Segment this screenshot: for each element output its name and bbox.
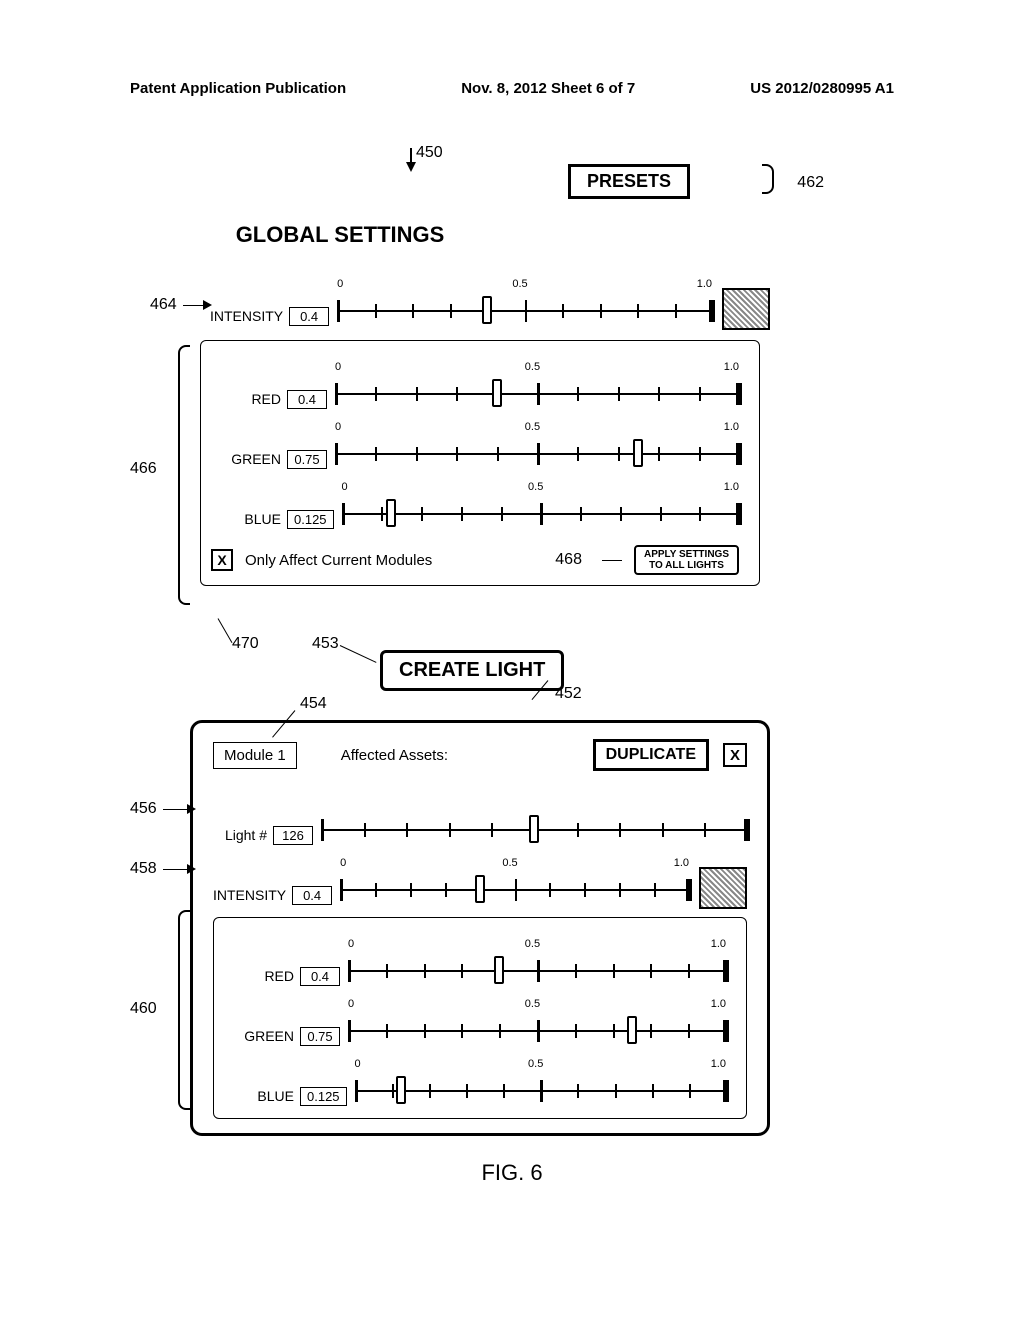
module-close-button[interactable]: X bbox=[723, 743, 747, 767]
lightnum-label: Light # bbox=[213, 827, 267, 847]
module-green-label: GREEN bbox=[224, 1028, 294, 1048]
page-header: Patent Application Publication Nov. 8, 2… bbox=[0, 80, 1024, 97]
global-green-row: GREEN 0.75 00.51.0 bbox=[211, 411, 739, 471]
global-intensity-row: INTENSITY 0.4 00.51.0 bbox=[210, 268, 770, 328]
lightnum-slider[interactable] bbox=[321, 811, 747, 847]
module-blue-slider[interactable]: 00.51.0 bbox=[355, 1072, 726, 1108]
module-red-label: RED bbox=[224, 968, 294, 988]
ref-466: 466 bbox=[130, 460, 157, 478]
global-blue-slider[interactable]: 00.51.0 bbox=[342, 495, 739, 531]
lightnum-value[interactable]: 126 bbox=[273, 826, 313, 845]
global-intensity-slider[interactable]: 00.51.0 bbox=[337, 292, 712, 328]
global-intensity-swatch bbox=[722, 288, 770, 330]
ref-464: 464 bbox=[150, 296, 212, 314]
ref-456: 456 bbox=[130, 800, 196, 818]
module-intensity-value[interactable]: 0.4 bbox=[292, 886, 332, 905]
global-blue-row: BLUE 0.125 00.51.0 bbox=[211, 471, 739, 531]
global-rgb-panel: RED 0.4 00.51.0 GREEN 0.75 00.51.0 BLUE … bbox=[200, 340, 760, 586]
module-red-slider[interactable]: 00.51.0 bbox=[348, 952, 726, 988]
leader-470 bbox=[218, 618, 233, 643]
figure-caption: FIG. 6 bbox=[0, 1160, 1024, 1186]
only-affect-checkbox[interactable]: X bbox=[211, 549, 233, 571]
module-lightnum-row: Light # 126 bbox=[213, 787, 747, 847]
global-red-row: RED 0.4 00.51.0 bbox=[211, 351, 739, 411]
brace-460 bbox=[178, 910, 190, 1110]
module-intensity-slider[interactable]: 00.51.0 bbox=[340, 871, 689, 907]
header-left: Patent Application Publication bbox=[130, 80, 346, 97]
module-panel: Module 1 Affected Assets: DUPLICATE X Li… bbox=[190, 720, 770, 1136]
module-name-field[interactable]: Module 1 bbox=[213, 742, 297, 769]
ref-458: 458 bbox=[130, 860, 196, 878]
global-red-label: RED bbox=[211, 391, 281, 411]
global-settings-title: GLOBAL SETTINGS bbox=[210, 222, 470, 248]
global-red-slider[interactable]: 00.51.0 bbox=[335, 375, 739, 411]
module-intensity-swatch bbox=[699, 867, 747, 909]
module-red-value[interactable]: 0.4 bbox=[300, 967, 340, 986]
ref-468: 468 bbox=[555, 551, 582, 569]
presets-button[interactable]: PRESETS bbox=[568, 164, 690, 199]
ref-453: 453 bbox=[312, 635, 339, 653]
ref-460: 460 bbox=[130, 1000, 157, 1018]
ref-462: 462 bbox=[797, 174, 824, 192]
brace-466 bbox=[178, 345, 190, 605]
apply-settings-button[interactable]: APPLY SETTINGS TO ALL LIGHTS bbox=[634, 545, 739, 575]
module-red-row: RED 0.4 00.51.0 bbox=[224, 928, 726, 988]
global-green-value[interactable]: 0.75 bbox=[287, 450, 327, 469]
header-right: US 2012/0280995 A1 bbox=[750, 80, 894, 97]
global-intensity-label: INTENSITY bbox=[210, 308, 283, 328]
ref-454: 454 bbox=[300, 695, 327, 713]
brace-462 bbox=[762, 164, 774, 194]
global-intensity-value[interactable]: 0.4 bbox=[289, 307, 329, 326]
module-green-row: GREEN 0.75 00.51.0 bbox=[224, 988, 726, 1048]
figure-area: 450 PRESETS 462 GLOBAL SETTINGS 464 INTE… bbox=[0, 140, 1024, 1280]
module-rgb-panel: RED 0.4 00.51.0 GREEN 0.75 00.51.0 BLUE … bbox=[213, 917, 747, 1119]
global-blue-value[interactable]: 0.125 bbox=[287, 510, 334, 529]
module-blue-value[interactable]: 0.125 bbox=[300, 1087, 347, 1106]
module-green-slider[interactable]: 00.51.0 bbox=[348, 1012, 726, 1048]
module-green-value[interactable]: 0.75 bbox=[300, 1027, 340, 1046]
global-red-value[interactable]: 0.4 bbox=[287, 390, 327, 409]
header-center: Nov. 8, 2012 Sheet 6 of 7 bbox=[461, 80, 635, 97]
global-blue-label: BLUE bbox=[211, 511, 281, 531]
ref-470: 470 bbox=[232, 635, 259, 653]
module-blue-row: BLUE 0.125 00.51.0 bbox=[224, 1048, 726, 1108]
affected-assets-label: Affected Assets: bbox=[311, 747, 579, 764]
global-green-label: GREEN bbox=[211, 451, 281, 471]
module-blue-label: BLUE bbox=[224, 1088, 294, 1108]
create-light-button[interactable]: CREATE LIGHT bbox=[380, 650, 564, 691]
duplicate-button[interactable]: DUPLICATE bbox=[593, 739, 709, 771]
leader-453 bbox=[340, 645, 377, 663]
module-intensity-label: INTENSITY bbox=[213, 887, 286, 907]
ref-452: 452 bbox=[555, 685, 582, 703]
only-affect-label: Only Affect Current Modules bbox=[245, 552, 432, 569]
global-green-slider[interactable]: 00.51.0 bbox=[335, 435, 739, 471]
module-intensity-row: INTENSITY 0.4 00.51.0 bbox=[213, 847, 747, 907]
